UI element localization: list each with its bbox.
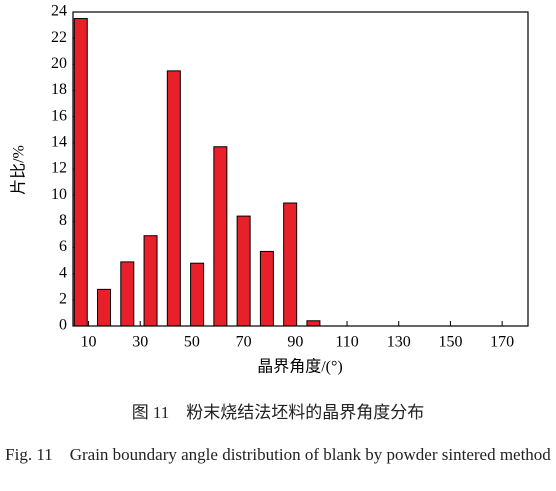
bar [236,215,251,327]
bar [120,261,135,327]
bar [283,202,298,327]
y-tick-label: 8 [59,212,67,229]
y-tick-label: 24 [51,3,67,20]
x-tick-label: 10 [81,334,97,351]
y-tick-label: 6 [59,238,67,255]
y-axis-label: 片比/% [10,145,28,195]
caption-cn: 图 11 粉末烧结法坯料的晶界角度分布 [131,403,425,422]
x-tick-label: 50 [184,334,200,351]
bar [73,18,88,327]
x-tick-label: 70 [236,334,252,351]
y-tick-label: 12 [51,160,67,177]
plot-frame [72,11,529,327]
y-tick-label: 16 [51,107,67,124]
bar [166,70,181,327]
x-tick-label: 30 [132,334,148,351]
y-tick-label: 18 [51,81,67,98]
y-tick-label: 22 [51,29,67,46]
bar [306,320,321,327]
bar [97,288,112,327]
x-tick-label: 150 [438,334,462,351]
y-tick-label: 2 [59,291,67,308]
bar [259,250,274,327]
bar [190,262,205,327]
x-tick-label: 170 [490,334,514,351]
y-tick-label: 0 [59,317,67,334]
bar [143,235,158,327]
x-axis-label: 晶界角度/(°) [257,358,343,376]
x-tick-label: 110 [335,334,358,351]
y-tick-label: 10 [51,186,67,203]
y-tick-label: 14 [51,134,67,151]
y-tick-label: 4 [59,264,67,281]
x-tick-label: 90 [287,334,303,351]
bar [213,146,228,327]
caption-en: Fig. 11 Grain boundary angle distributio… [5,445,551,464]
x-tick-label: 130 [387,334,411,351]
y-tick-label: 20 [51,55,67,72]
